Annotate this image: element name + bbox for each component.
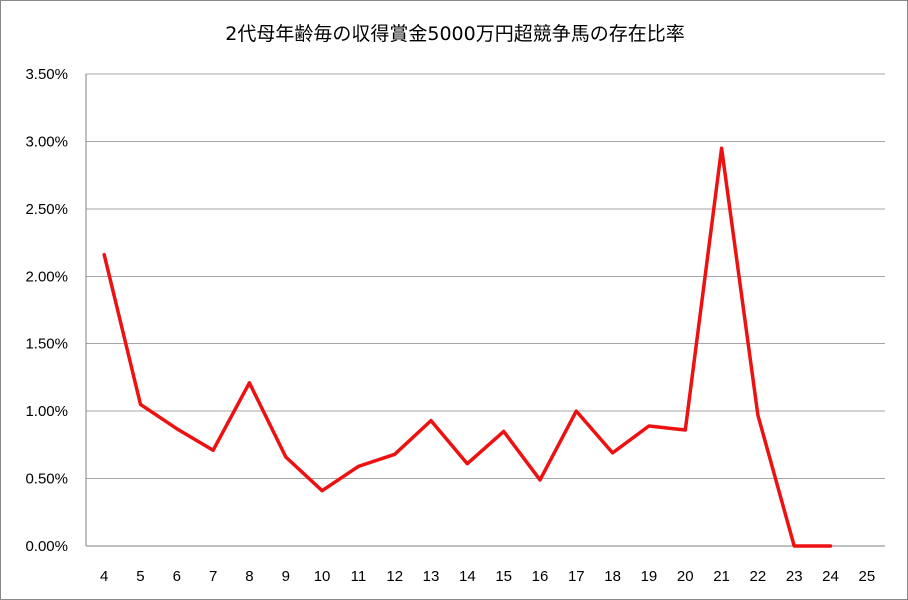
x-tick-label: 10 — [314, 568, 331, 585]
y-tick-label: 2.00% — [25, 268, 68, 285]
x-tick-label: 20 — [677, 568, 694, 585]
x-tick-label: 11 — [351, 568, 367, 585]
x-tick-label: 5 — [136, 568, 144, 585]
x-tick-label: 22 — [750, 568, 767, 585]
x-tick-label: 17 — [568, 568, 585, 585]
x-axis-tick-labels: 4 5 6 7 8 9 10 11 12 13 14 15 16 17 18 19 20 21 22 23 24 25 — [100, 568, 875, 585]
x-tick-label: 18 — [604, 568, 621, 585]
y-axis-tick-labels: 0.00% 0.50% 1.00% 1.50% 2.00% 2.50% 3.00% 3.50% — [25, 66, 68, 555]
y-tick-label: 1.50% — [25, 336, 68, 353]
x-tick-label: 24 — [822, 568, 839, 585]
y-tick-label: 0.50% — [25, 471, 68, 488]
y-tick-label: 1.00% — [25, 403, 68, 420]
y-tick-label: 0.00% — [25, 538, 68, 555]
series-line — [102, 146, 833, 548]
x-tick-label: 19 — [641, 568, 658, 585]
x-tick-label: 4 — [100, 568, 108, 585]
x-tick-label: 14 — [459, 568, 476, 585]
data-series — [102, 146, 833, 548]
x-tick-label: 25 — [858, 568, 875, 585]
x-tick-label: 6 — [173, 568, 181, 585]
x-tick-label: 16 — [532, 568, 549, 585]
y-tick-label: 2.50% — [25, 201, 68, 218]
y-tick-label: 3.50% — [25, 66, 68, 83]
x-tick-label: 12 — [386, 568, 403, 585]
x-tick-label: 8 — [245, 568, 253, 585]
gridlines — [85, 73, 885, 547]
x-tick-label: 21 — [713, 568, 730, 585]
x-tick-label: 23 — [786, 568, 803, 585]
x-tick-label: 7 — [209, 568, 217, 585]
x-tick-label: 9 — [282, 568, 290, 585]
chart-title: 2代母年齢毎の収得賞金5000万円超競争馬の存在比率 — [225, 23, 685, 45]
y-tick-label: 3.00% — [25, 133, 68, 150]
x-tick-label: 13 — [423, 568, 440, 585]
x-tick-label: 15 — [495, 568, 512, 585]
